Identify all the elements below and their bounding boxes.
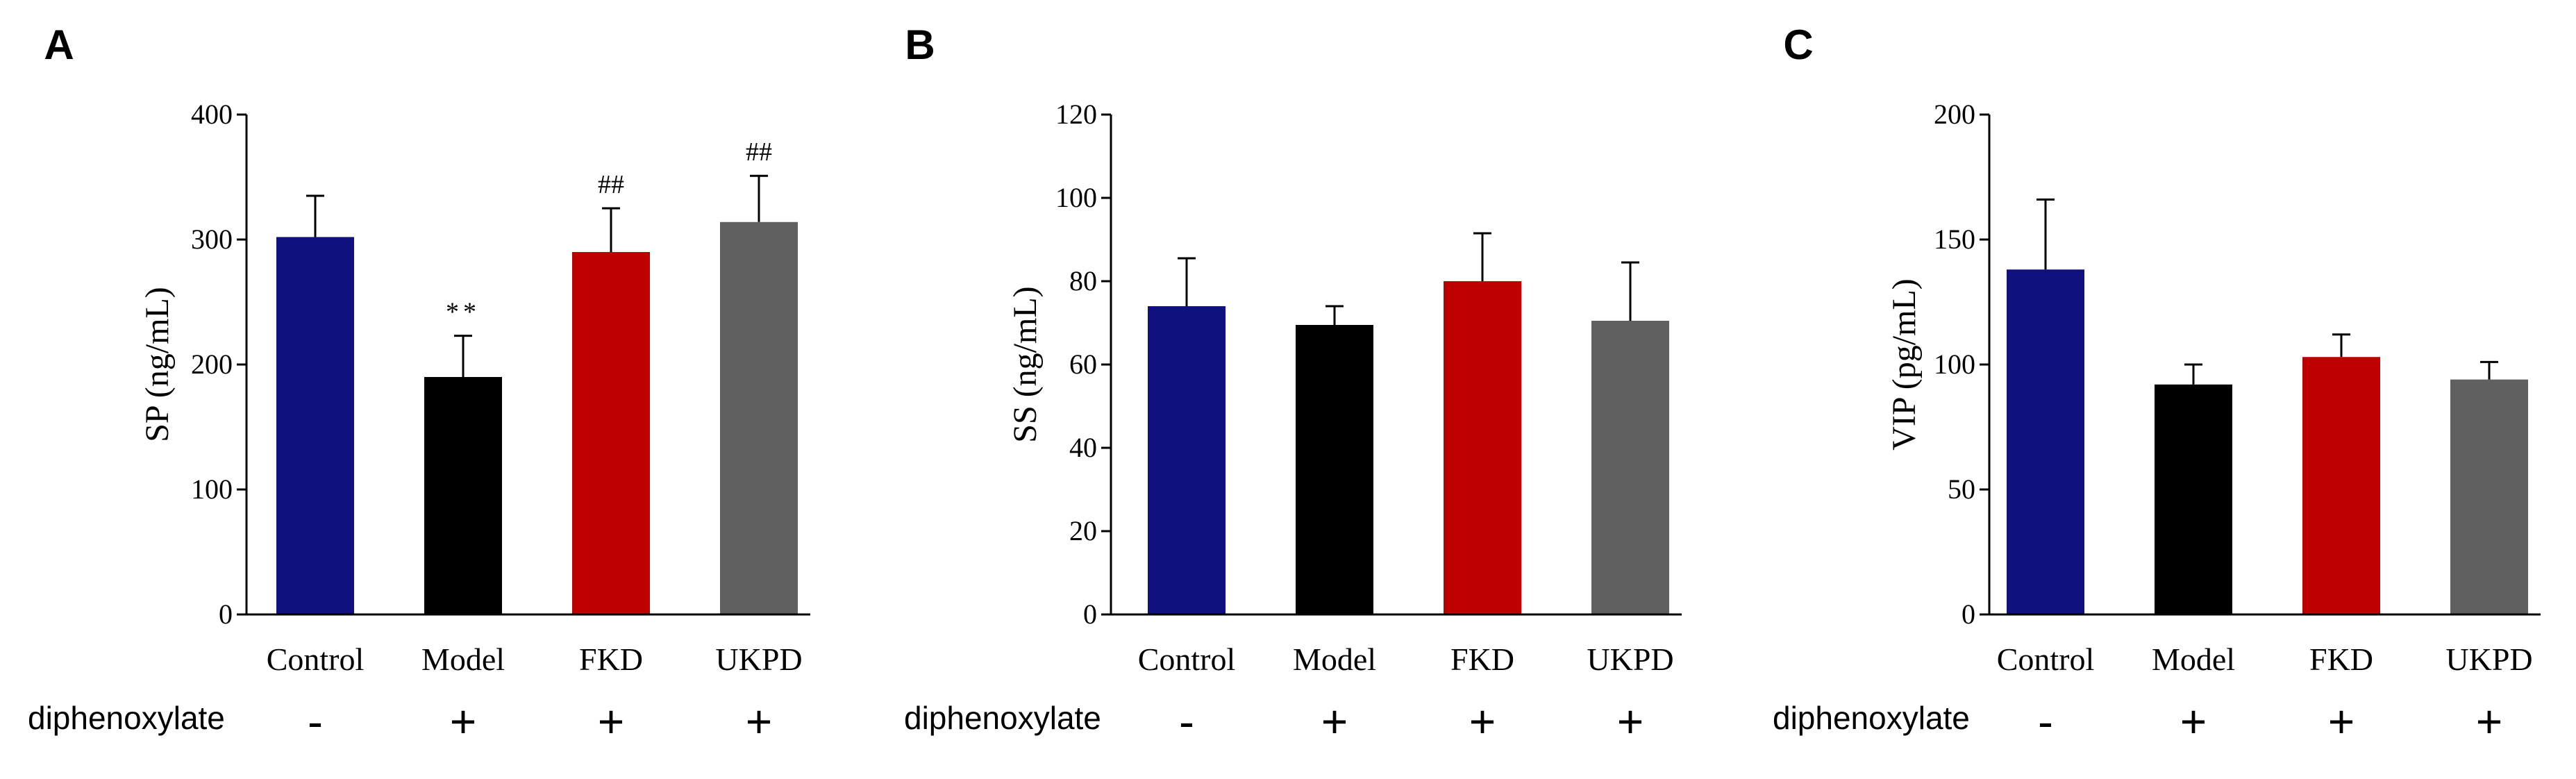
bar-fkd <box>1444 281 1521 614</box>
y-tick-label: 200 <box>1934 99 1975 130</box>
y-tick-label: 100 <box>1055 182 1097 213</box>
treatment-label: diphenoxylate <box>904 700 1101 736</box>
y-tick-label: 20 <box>1069 515 1097 546</box>
bar-fkd <box>572 252 650 614</box>
y-tick-label: 0 <box>219 598 233 630</box>
panel-letter-a: A <box>44 22 74 68</box>
y-tick-label: 0 <box>1962 598 1975 630</box>
treatment-label: diphenoxylate <box>1773 700 1970 736</box>
treatment-sign: + <box>2180 696 2207 747</box>
bar-control <box>276 237 354 614</box>
category-label-model: Model <box>2152 642 2235 677</box>
treatment-sign: + <box>2328 696 2355 747</box>
treatment-sign: - <box>1179 696 1194 747</box>
category-label-model: Model <box>1293 642 1376 677</box>
category-label-control: Control <box>1997 642 2095 677</box>
category-label-ukpd: UKPD <box>715 642 802 677</box>
treatment-sign: + <box>598 696 625 747</box>
y-tick-label: 150 <box>1934 224 1975 255</box>
y-tick-label: 50 <box>1948 474 1975 505</box>
category-label-ukpd: UKPD <box>1587 642 1673 677</box>
category-label-model: Model <box>421 642 505 677</box>
y-tick-label: 100 <box>1934 349 1975 380</box>
treatment-sign: + <box>1617 696 1644 747</box>
category-label-fkd: FKD <box>579 642 643 677</box>
significance-label: ** <box>446 298 480 327</box>
y-tick-label: 200 <box>191 349 233 380</box>
y-axis-label: SP (ng/mL) <box>139 287 176 442</box>
y-tick-label: 300 <box>191 224 233 255</box>
bar-model <box>424 377 502 614</box>
treatment-sign: + <box>1469 696 1496 747</box>
bar-ukpd <box>720 221 798 614</box>
treatment-sign: + <box>746 696 773 747</box>
y-tick-label: 60 <box>1069 349 1097 380</box>
bar-ukpd <box>2450 379 2528 614</box>
y-tick-label: 120 <box>1055 99 1097 130</box>
panel-letter-c: C <box>1783 22 1813 68</box>
y-tick-label: 40 <box>1069 432 1097 463</box>
treatment-sign: - <box>2038 696 2053 747</box>
bar-model <box>1296 325 1373 614</box>
significance-label: ## <box>746 137 772 167</box>
bar-fkd <box>2302 357 2380 614</box>
y-tick-label: 400 <box>191 99 233 130</box>
y-axis-label: VIP (pg/mL) <box>1886 278 1923 451</box>
y-axis-label: SS (ng/mL) <box>1007 286 1044 442</box>
panel-letter-b: B <box>905 22 935 68</box>
significance-label: ## <box>598 170 624 199</box>
bar-control <box>2007 269 2084 614</box>
treatment-sign: + <box>450 696 477 747</box>
treatment-sign: + <box>1321 696 1348 747</box>
category-label-control: Control <box>267 642 365 677</box>
bar-control <box>1148 306 1226 614</box>
y-tick-label: 100 <box>191 474 233 505</box>
treatment-sign: - <box>308 696 323 747</box>
category-label-ukpd: UKPD <box>2445 642 2532 677</box>
category-label-control: Control <box>1138 642 1236 677</box>
y-tick-label: 80 <box>1069 265 1097 296</box>
bar-ukpd <box>1591 321 1669 614</box>
category-label-fkd: FKD <box>1450 642 1514 677</box>
bar-model <box>2155 384 2232 614</box>
category-label-fkd: FKD <box>2309 642 2373 677</box>
treatment-label: diphenoxylate <box>28 700 225 736</box>
treatment-sign: + <box>2476 696 2503 747</box>
y-tick-label: 0 <box>1083 598 1097 630</box>
